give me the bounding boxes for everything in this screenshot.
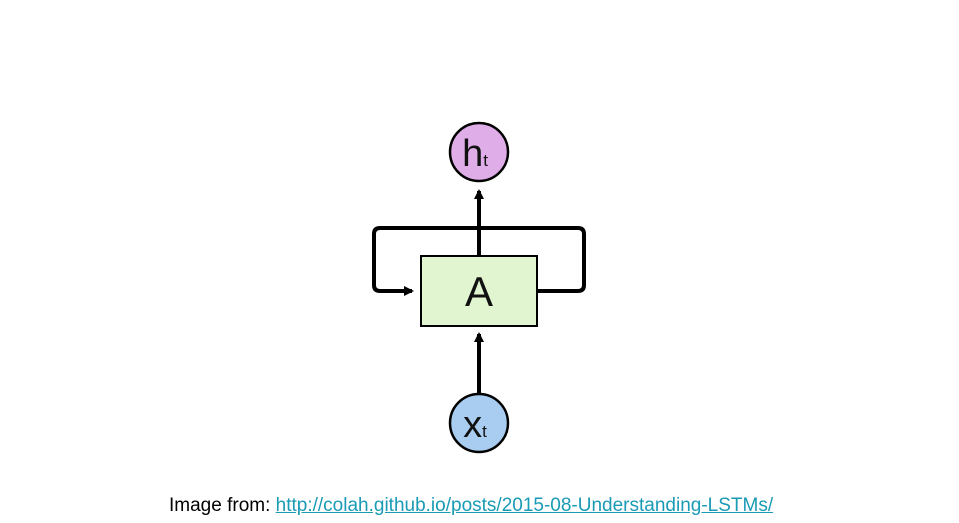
image-credit-caption: Image from: http://colah.github.io/posts…: [169, 495, 773, 517]
input-node-label: xt: [463, 404, 487, 446]
source-link[interactable]: http://colah.github.io/posts/2015-08-Und…: [275, 495, 774, 516]
caption-prefix: Image from:: [169, 495, 271, 516]
input-node: [448, 392, 510, 454]
output-node: [448, 121, 510, 183]
input-sub: t: [482, 422, 487, 441]
output-sub: t: [483, 151, 488, 170]
output-node-label: ht: [462, 133, 488, 175]
cell-box: [420, 255, 538, 327]
rnn-diagram: A ht xt: [372, 121, 586, 454]
input-main: x: [463, 404, 482, 446]
output-main: h: [462, 133, 483, 175]
cell-label: A: [465, 268, 493, 315]
